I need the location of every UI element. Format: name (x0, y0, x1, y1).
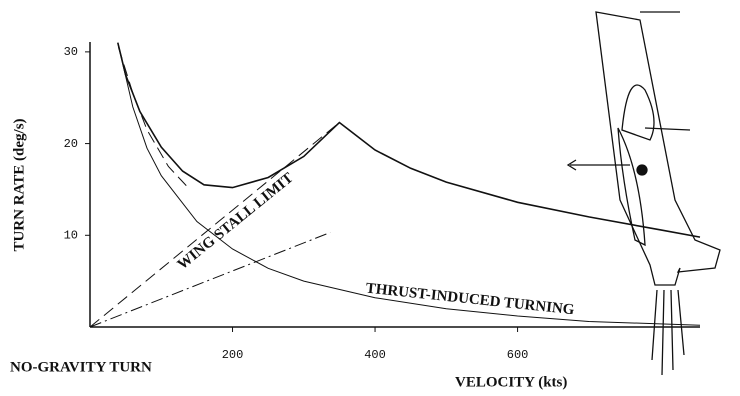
x-tick-label: 600 (507, 348, 529, 362)
y-tick-label: 30 (64, 45, 78, 59)
annotation: THRUST-INDUCED TURNING (365, 281, 575, 319)
y-tick-label: 10 (64, 228, 78, 242)
y-axis-label: TURN RATE (deg/s) (11, 118, 27, 251)
x-tick-label: 200 (222, 348, 244, 362)
line (89, 122, 340, 328)
x-tick-label: 400 (364, 348, 386, 362)
x-axis-label: VELOCITY (kts) (455, 374, 567, 390)
annotation: WING STALL LIMIT (175, 170, 297, 273)
y-tick-label: 20 (64, 137, 78, 151)
line (117, 42, 701, 238)
line (89, 232, 331, 328)
annotation: NO-GRAVITY TURN (10, 359, 152, 375)
line (117, 42, 701, 326)
aircraft (566, 11, 721, 376)
